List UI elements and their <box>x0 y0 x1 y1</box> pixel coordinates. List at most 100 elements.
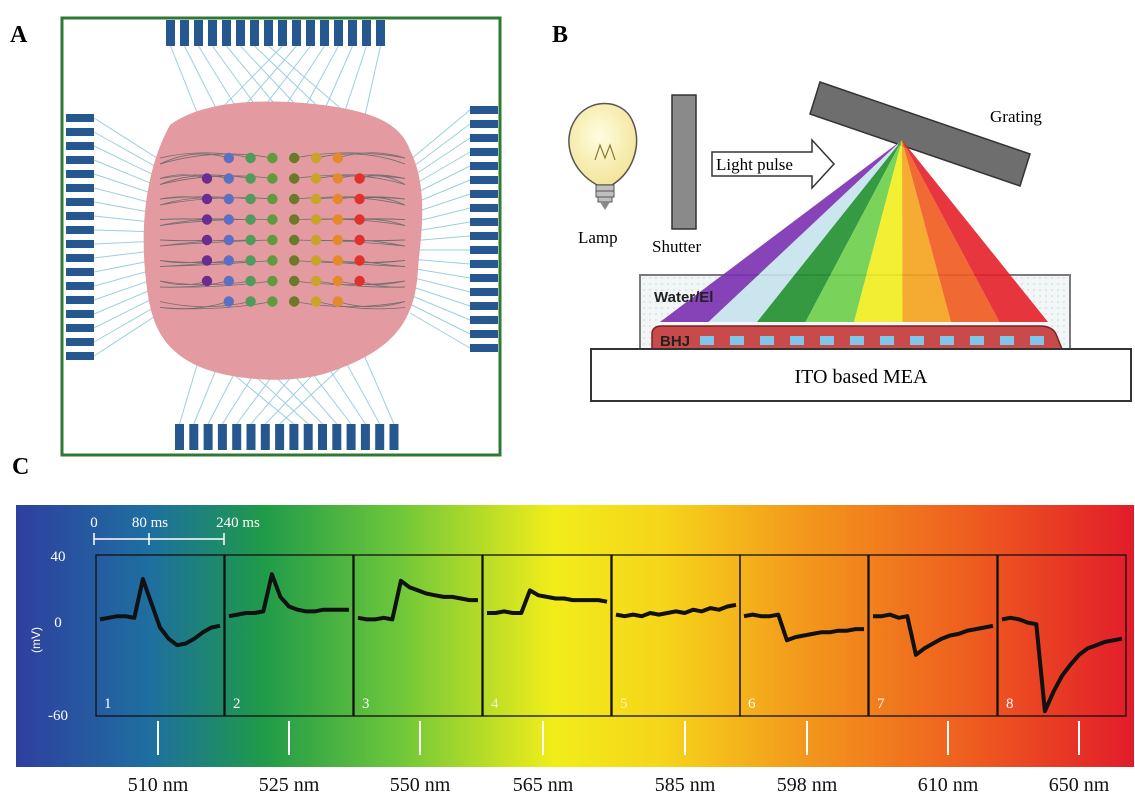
lamp-label: Lamp <box>578 228 618 247</box>
electrode <box>332 152 343 164</box>
electrode <box>267 193 278 205</box>
electrode <box>223 275 234 287</box>
contact-pad-top <box>194 20 203 46</box>
electrode <box>354 275 365 287</box>
response-trace <box>99 577 221 648</box>
contact-pad-top <box>362 20 371 46</box>
wavelength-label: 598 nm <box>777 774 838 796</box>
y-tick-0: 0 <box>54 615 62 631</box>
contact-pad-bottom <box>318 424 327 450</box>
ito-electrode <box>940 336 954 345</box>
contact-pad-left <box>66 184 94 192</box>
trace-panel: 3 <box>353 554 483 717</box>
electrode <box>310 275 322 287</box>
contact-pad-left <box>66 268 94 276</box>
electrode <box>310 296 322 307</box>
contact-pad-top <box>236 20 245 46</box>
electrode <box>354 255 365 266</box>
light-pulse-label: Light pulse <box>716 155 793 174</box>
wavelength-label: 650 nm <box>1049 774 1110 796</box>
time-tick-80: 80 ms <box>132 515 168 531</box>
electrode <box>289 234 300 246</box>
contact-pad-bottom <box>246 424 256 450</box>
response-trace <box>873 612 994 657</box>
electrode <box>201 214 213 225</box>
ito-electrode <box>790 336 804 345</box>
contact-pad-left <box>66 338 94 346</box>
diffracted-light-beams <box>660 140 1048 322</box>
electrode <box>245 255 256 266</box>
electrode <box>289 275 300 287</box>
contact-pad-left <box>66 156 94 164</box>
electrode <box>223 296 234 307</box>
trace-box <box>997 554 1127 717</box>
contact-pad-left <box>66 310 94 318</box>
electrode <box>332 234 343 246</box>
ito-electrodes <box>700 336 1044 345</box>
trace-number: 3 <box>362 696 370 712</box>
electrode <box>267 173 278 184</box>
contact-pad-top <box>208 20 217 46</box>
contact-pad-left <box>66 296 94 304</box>
panel-label-b: B <box>552 22 568 48</box>
ito-electrode <box>910 336 924 345</box>
contact-pad-bottom <box>232 424 242 450</box>
electrode <box>223 152 234 164</box>
response-trace <box>615 602 737 619</box>
electrode <box>267 296 278 307</box>
contact-pad-bottom <box>289 424 299 450</box>
electrode <box>289 255 300 266</box>
contact-pad-right <box>470 344 498 352</box>
contact-pad-left <box>66 114 94 122</box>
contact-pad-left <box>66 352 94 360</box>
mea-layout-diagram <box>60 16 502 457</box>
contact-pad-right <box>470 246 498 254</box>
contact-pad-right <box>470 288 498 296</box>
trace-number: 5 <box>620 696 628 712</box>
water-label: Water/El <box>654 289 713 306</box>
response-trace <box>743 612 864 643</box>
grating-icon <box>809 81 1031 187</box>
contact-pad-right <box>470 260 498 268</box>
light-beam <box>757 140 902 322</box>
trace-number: 7 <box>877 696 885 712</box>
contact-pad-bottom <box>360 424 370 450</box>
light-beam <box>902 140 1048 322</box>
electrode <box>201 234 213 246</box>
electrode <box>332 296 343 307</box>
trace-panel: 6 <box>739 554 869 717</box>
contact-pad-top <box>180 20 189 46</box>
trace-number: 2 <box>233 696 241 712</box>
wavelength-label: 510 nm <box>128 774 189 796</box>
electrode <box>332 193 343 205</box>
electrode <box>223 255 234 266</box>
contact-pad-bottom <box>203 424 213 450</box>
lamp-icon <box>568 102 638 210</box>
electrode <box>354 214 365 225</box>
electrode <box>223 214 234 225</box>
contact-pad-top <box>292 20 301 46</box>
electrode <box>201 193 213 205</box>
wavelength-label: 585 nm <box>655 774 716 796</box>
spectrum-background <box>16 505 1134 767</box>
contact-pad-right <box>470 204 498 212</box>
y-tick-neg60: -60 <box>48 708 68 724</box>
ito-electrode <box>820 336 834 345</box>
shutter-label: Shutter <box>652 237 701 256</box>
wavelength-ticks <box>157 721 1080 755</box>
trace-box <box>739 554 869 717</box>
electrode <box>201 255 213 266</box>
response-chart: 0 80 ms 240 ms 40 0 -60 (mV) 1 2 3 4 5 6 7 8 <box>16 505 1134 767</box>
contact-pad-bottom <box>332 424 342 450</box>
contact-pad-left <box>66 282 94 290</box>
contact-pad-bottom <box>375 424 385 450</box>
contact-pad-bottom <box>260 424 270 450</box>
contact-pad-left <box>66 212 94 220</box>
light-pulse-arrow <box>711 138 836 190</box>
electrode <box>289 173 300 184</box>
contact-pad-top <box>264 20 273 46</box>
contact-pad-left <box>66 324 94 332</box>
trace-number: 8 <box>1006 696 1014 712</box>
contact-pad-right <box>470 330 498 338</box>
mea-label: ITO based MEA <box>795 366 928 388</box>
